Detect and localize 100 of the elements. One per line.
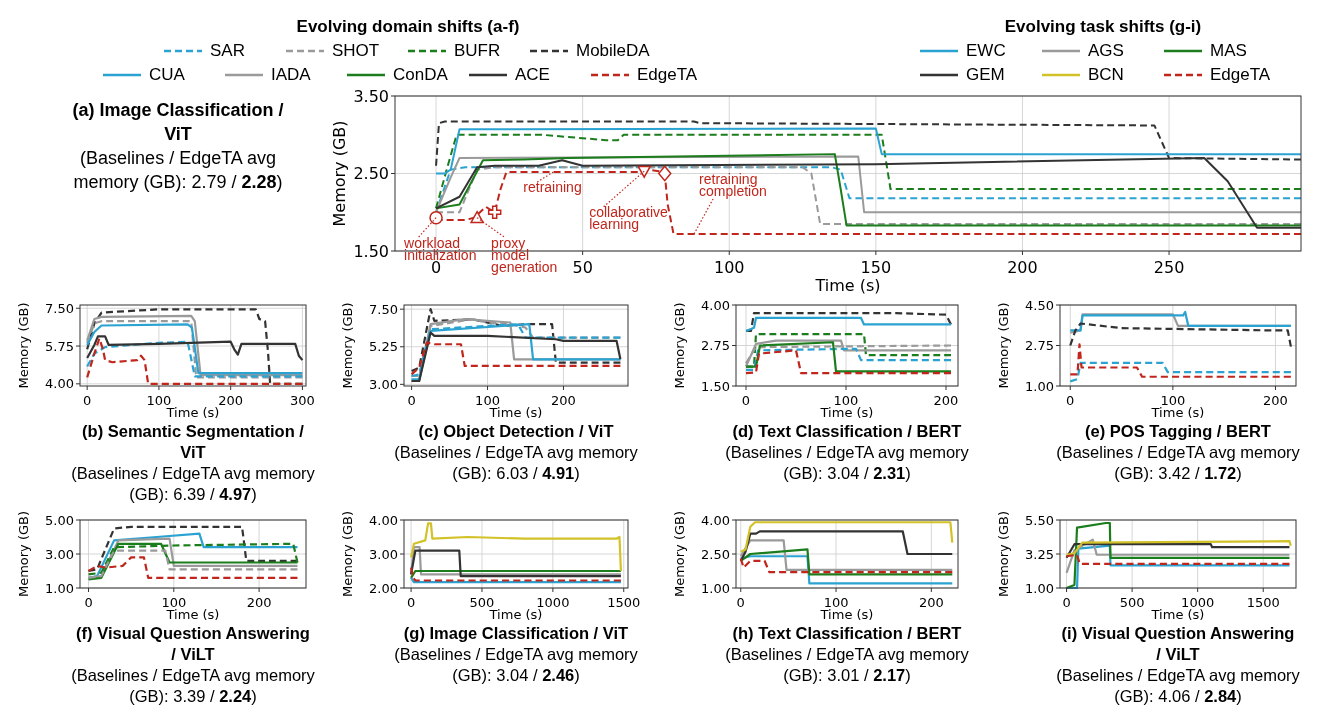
legend-title: Evolving task shifts (g-i) — [1004, 17, 1202, 36]
y-tick-label: 7.50 — [369, 301, 398, 317]
x-tick-label: 200 — [1263, 393, 1288, 408]
y-tick-label: 4.00 — [701, 512, 730, 528]
x-tick-label: 0 — [406, 595, 416, 610]
legend-label: EWC — [966, 41, 1006, 60]
y-tick-label: 3.25 — [1025, 546, 1054, 562]
line-series — [87, 556, 299, 579]
y-tick-label: 5.25 — [369, 339, 398, 355]
x-tick-label: 0 — [736, 595, 745, 610]
x-tick-label: 300 — [290, 393, 315, 408]
line-series — [1069, 343, 1292, 378]
x-axis-title: Time (s) — [819, 405, 874, 420]
line-series — [739, 530, 954, 562]
text: (Baselines / EdgeTA avg memory (GB): 2.79 / 2.28) — [73, 148, 283, 192]
x-tick-label: 0 — [407, 393, 416, 408]
y-tick-label: 7.50 — [45, 300, 74, 316]
y-axis-title: Memory (GB) — [330, 120, 349, 227]
x-tick-label: 200 — [218, 393, 244, 408]
y-axis-title: Memory (GB) — [672, 510, 687, 598]
legend-label: MAS — [1210, 41, 1247, 60]
y-axis-title: Memory (GB) — [996, 510, 1011, 598]
x-tick-label: 1000 — [536, 595, 570, 610]
legend-label: MobileDA — [576, 41, 651, 60]
y-tick-label: 2.50 — [353, 164, 389, 184]
line-series — [409, 522, 623, 573]
annotation: retraining — [523, 178, 582, 195]
annotation: retraining completion — [699, 170, 767, 199]
x-tick-label: 150 — [860, 258, 892, 277]
line-series — [1069, 361, 1292, 383]
legend-label: BCN — [1088, 65, 1124, 84]
y-tick-label: 2.00 — [369, 580, 398, 596]
line-series — [1065, 521, 1291, 590]
legend-label: CUA — [149, 65, 186, 84]
text: (Baselines / EdgeTA avg memory (GB): 3.01 / 2.17) — [725, 645, 969, 684]
x-tick-label: 500 — [469, 595, 495, 610]
x-axis-title: Time (s) — [1150, 405, 1205, 420]
x-tick-label: 100 — [1160, 393, 1186, 408]
y-tick-label: 2.75 — [701, 338, 730, 354]
y-tick-label: 3.00 — [45, 546, 74, 562]
x-tick-label: 200 — [246, 595, 272, 610]
y-tick-label: 5.75 — [45, 338, 74, 354]
legend-label: EdgeTA — [1210, 65, 1271, 84]
y-tick-label: 1.50 — [701, 378, 730, 394]
point — [487, 205, 502, 219]
legend-label: SAR — [210, 41, 245, 60]
text: (Baselines / EdgeTA avg memory (GB): 3.04 / 2.46) — [394, 645, 638, 684]
y-tick-label: 3.00 — [369, 546, 398, 562]
y-axis-title: Memory (GB) — [340, 302, 355, 389]
text: (Baselines / EdgeTA avg memory (GB): 3.39 / 2.24) — [71, 666, 315, 705]
x-tick-label: 1500 — [1246, 595, 1280, 610]
point — [470, 210, 484, 224]
x-axis-title: Time (s) — [165, 607, 220, 622]
line-series — [739, 521, 954, 553]
y-tick-label: 1.50 — [353, 241, 389, 261]
text: (c) Object Detection / ViT — [418, 422, 614, 440]
text: (Baselines / EdgeTA avg memory (GB): 3.42 / 1.72) — [1056, 443, 1300, 482]
text: (d) Text Classification / BERT — [732, 422, 962, 440]
y-tick-label: 4.00 — [369, 512, 398, 528]
line-series — [1065, 538, 1291, 574]
x-tick-label: 1500 — [607, 595, 641, 610]
legend-title: Evolving domain shifts (a-f) — [296, 17, 520, 36]
y-tick-label: 5.00 — [45, 512, 74, 528]
x-tick-label: 100 — [833, 393, 859, 408]
x-axis-title: Time (s) — [165, 405, 220, 420]
text: (e) POS Tagging / BERT — [1085, 422, 1271, 440]
x-tick-label: 0 — [1066, 393, 1075, 408]
text: (Baselines / EdgeTA avg memory (GB): 4.06 / 2.84) — [1056, 666, 1300, 705]
x-tick-label: 0 — [741, 393, 751, 408]
x-tick-label: 100 — [475, 393, 500, 408]
legend-label: EdgeTA — [637, 65, 698, 84]
line-series — [744, 339, 953, 368]
x-tick-label: 0 — [83, 393, 92, 408]
x-axis-title: Time (s) — [819, 607, 874, 622]
x-tick-label: 50 — [572, 258, 593, 277]
line-series — [1069, 322, 1292, 348]
y-tick-label: 1.00 — [701, 580, 730, 596]
legend-label: ACE — [515, 65, 550, 84]
line-series — [87, 525, 299, 573]
text: (Baselines / EdgeTA avg memory (GB): 6.03 / 4.91) — [394, 443, 638, 482]
x-tick-label: 100 — [161, 595, 187, 610]
y-tick-label: 4.00 — [45, 376, 74, 392]
y-tick-label: 5.50 — [1025, 512, 1054, 528]
legend-label: ConDA — [393, 65, 449, 84]
x-tick-label: 500 — [1119, 595, 1145, 610]
y-tick-label: 2.75 — [1025, 338, 1054, 354]
line-series — [86, 337, 304, 385]
y-tick-label: 3.50 — [353, 86, 389, 106]
x-tick-label: 100 — [146, 393, 172, 408]
x-tick-label: 100 — [823, 595, 849, 610]
x-axis-title: Time (s) — [488, 607, 543, 622]
point — [429, 210, 443, 225]
y-tick-label: 1.00 — [1025, 580, 1054, 596]
text: (Baselines / EdgeTA avg memory (GB): 6.39 / 4.97) — [71, 464, 315, 503]
x-axis-title: Time (s) — [814, 276, 881, 295]
annotation: proxy model generation — [491, 234, 558, 275]
y-axis-title: Memory (GB) — [340, 510, 355, 598]
legend-label: IADA — [271, 65, 312, 84]
x-axis-title: Time (s) — [488, 405, 543, 420]
x-tick-label: 0 — [1062, 595, 1071, 610]
